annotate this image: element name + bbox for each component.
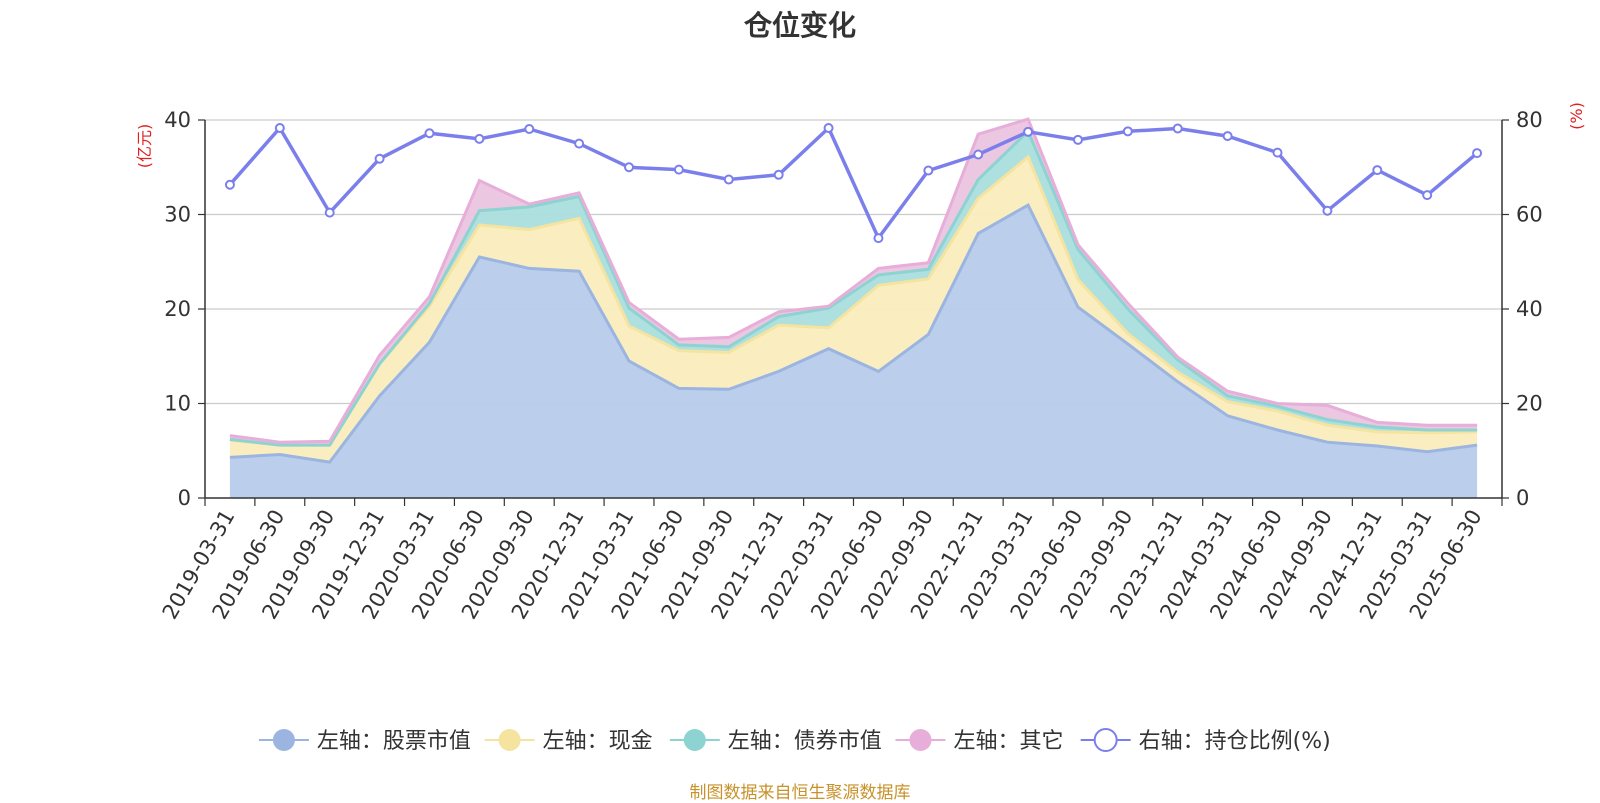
right-axis-tick-label: 0	[1516, 486, 1529, 510]
ratio-point	[224, 179, 235, 190]
area-band	[229, 131, 1478, 446]
ratio-point	[324, 207, 335, 218]
ratio-point	[1072, 134, 1083, 145]
ratio-point	[1172, 123, 1183, 134]
ratio-point	[1472, 148, 1483, 159]
ratio-point	[673, 164, 684, 175]
legend-item: 左轴：债券市值	[669, 729, 882, 754]
ratio-point	[1322, 205, 1333, 216]
left-axis-tick-label: 30	[164, 203, 191, 227]
source-note: 制图数据来自恒生聚源数据库	[689, 783, 911, 803]
ratio-point	[374, 153, 385, 164]
legend-marker	[909, 729, 932, 751]
ratio-point	[1422, 190, 1433, 201]
legend-label: 左轴：其它	[953, 729, 1063, 754]
ratio-point	[1122, 126, 1133, 137]
ratio-point	[624, 162, 635, 173]
area-edge	[229, 128, 1478, 447]
right-axis-tick-label: 20	[1516, 392, 1543, 416]
legend-item: 左轴：股票市值	[258, 729, 471, 754]
ratio-point	[823, 123, 834, 134]
legend-label: 右轴：持仓比例(%)	[1139, 729, 1331, 754]
ratio-point	[524, 123, 535, 134]
legend-item: 左轴：现金	[484, 729, 653, 754]
legend-marker	[498, 729, 521, 751]
ratio-point	[923, 165, 934, 176]
ratio-point	[1222, 131, 1233, 142]
area-edge	[229, 154, 1478, 447]
right-axis-tick-label: 80	[1516, 108, 1543, 132]
ratio-point	[723, 174, 734, 185]
ratio-line	[228, 125, 1479, 242]
legend-marker	[1093, 728, 1118, 752]
chart-title: 仓位变化	[743, 9, 856, 42]
ratio-point	[574, 138, 585, 149]
legend-marker	[683, 729, 706, 751]
right-axis-tick-label: 40	[1516, 297, 1543, 321]
area-band	[229, 205, 1478, 498]
legend-item: 左轴：其它	[895, 729, 1063, 754]
area-edge	[229, 117, 1478, 444]
legend-label: 左轴：现金	[543, 729, 653, 754]
left-axis-tick-label: 40	[164, 108, 191, 132]
ratio-point	[1372, 165, 1383, 176]
left-axis-unit-label: (亿元)	[135, 124, 154, 169]
area-layer	[229, 117, 1478, 498]
legend-item: 右轴：持仓比例(%)	[1080, 728, 1331, 754]
ratio-point	[873, 233, 884, 244]
ratio-point	[973, 149, 984, 160]
ratio-point	[1023, 126, 1034, 137]
ratio-point	[474, 133, 485, 144]
ratio-point	[1272, 147, 1283, 158]
left-axis-tick-label: 10	[164, 392, 191, 416]
ratio-point	[773, 169, 784, 180]
right-axis-tick-label: 60	[1516, 203, 1543, 227]
left-axis-tick-label: 0	[178, 486, 191, 510]
left-axis-tick-label: 20	[164, 297, 191, 321]
line-layer	[224, 123, 1483, 244]
ratio-point	[274, 123, 285, 134]
ratio-point	[424, 128, 435, 139]
legend: 左轴：股票市值 左轴：现金 左轴：债券市值 左轴：其它 右轴：持仓比例(%)	[258, 728, 1331, 754]
legend-label: 左轴：债券市值	[728, 729, 882, 754]
right-axis-unit-label: (%)	[1567, 102, 1586, 130]
area-band	[229, 156, 1478, 463]
area-edge	[229, 203, 1478, 464]
legend-marker	[272, 729, 295, 751]
legend-label: 左轴：股票市值	[317, 729, 471, 754]
